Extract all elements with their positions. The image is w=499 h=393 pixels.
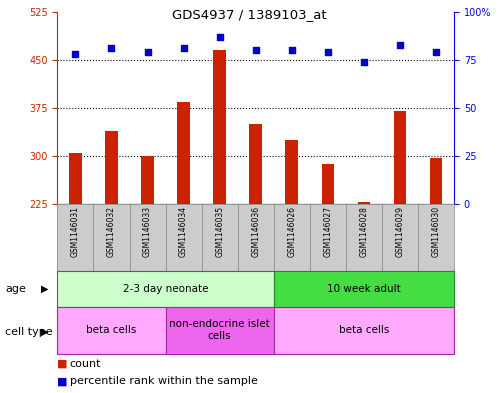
Point bbox=[216, 34, 224, 40]
Point bbox=[180, 45, 188, 51]
Bar bbox=[358, 202, 370, 204]
Point bbox=[71, 51, 79, 57]
Bar bbox=[105, 130, 118, 204]
Bar bbox=[274, 307, 454, 354]
Bar bbox=[274, 271, 454, 307]
Point bbox=[107, 45, 115, 51]
Text: ■: ■ bbox=[57, 358, 68, 369]
Text: count: count bbox=[70, 358, 101, 369]
Bar bbox=[430, 158, 443, 204]
Text: GSM1146034: GSM1146034 bbox=[179, 206, 188, 257]
Text: ▶: ▶ bbox=[41, 284, 49, 294]
Text: GSM1146029: GSM1146029 bbox=[396, 206, 405, 257]
Bar bbox=[141, 156, 154, 204]
Bar bbox=[250, 124, 262, 204]
Bar bbox=[214, 50, 226, 204]
Text: cell type: cell type bbox=[5, 327, 52, 337]
Text: percentile rank within the sample: percentile rank within the sample bbox=[70, 376, 258, 386]
Point bbox=[324, 49, 332, 55]
Text: GSM1146033: GSM1146033 bbox=[143, 206, 152, 257]
Bar bbox=[321, 164, 334, 204]
Bar bbox=[394, 111, 406, 204]
Text: GSM1146036: GSM1146036 bbox=[251, 206, 260, 257]
Text: ▶: ▶ bbox=[41, 327, 49, 337]
Text: GSM1146035: GSM1146035 bbox=[215, 206, 224, 257]
Point bbox=[360, 59, 368, 65]
Point bbox=[288, 47, 296, 53]
Bar bbox=[166, 307, 274, 354]
Text: GSM1146030: GSM1146030 bbox=[432, 206, 441, 257]
Text: ■: ■ bbox=[57, 376, 68, 386]
Text: age: age bbox=[5, 284, 26, 294]
Text: GSM1146027: GSM1146027 bbox=[323, 206, 332, 257]
Text: 2-3 day neonate: 2-3 day neonate bbox=[123, 284, 208, 294]
Bar bbox=[57, 307, 166, 354]
Text: GSM1146032: GSM1146032 bbox=[107, 206, 116, 257]
Text: GDS4937 / 1389103_at: GDS4937 / 1389103_at bbox=[172, 8, 327, 21]
Text: GSM1146026: GSM1146026 bbox=[287, 206, 296, 257]
Point bbox=[396, 41, 404, 48]
Point bbox=[144, 49, 152, 55]
Text: beta cells: beta cells bbox=[86, 325, 137, 335]
Bar bbox=[177, 102, 190, 204]
Text: GSM1146028: GSM1146028 bbox=[359, 206, 368, 257]
Bar bbox=[69, 153, 82, 204]
Bar bbox=[285, 140, 298, 204]
Text: 10 week adult: 10 week adult bbox=[327, 284, 401, 294]
Point bbox=[251, 47, 259, 53]
Text: non-endocrine islet
cells: non-endocrine islet cells bbox=[169, 320, 270, 341]
Point bbox=[432, 49, 440, 55]
Text: beta cells: beta cells bbox=[339, 325, 389, 335]
Text: GSM1146031: GSM1146031 bbox=[71, 206, 80, 257]
Bar bbox=[57, 271, 274, 307]
